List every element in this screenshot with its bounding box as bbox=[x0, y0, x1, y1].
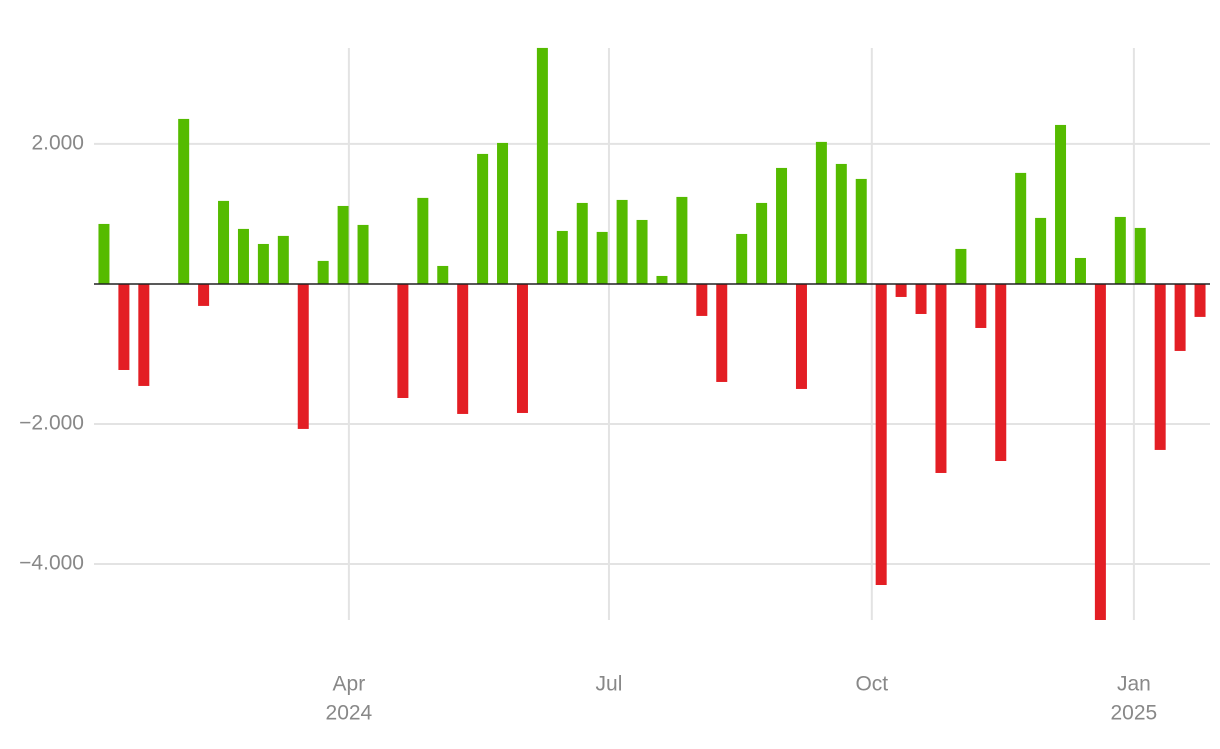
bar bbox=[855, 178, 867, 284]
bar bbox=[98, 223, 110, 284]
bar bbox=[995, 283, 1007, 462]
bar bbox=[1134, 227, 1146, 284]
bar bbox=[178, 118, 190, 284]
y-tick-label: 2.000 bbox=[31, 131, 84, 154]
x-tick-label: Jul bbox=[596, 673, 623, 696]
bar bbox=[756, 202, 768, 284]
bar bbox=[218, 200, 230, 284]
bar bbox=[915, 283, 927, 314]
bar bbox=[975, 283, 987, 328]
bar bbox=[1114, 216, 1126, 284]
x-tick-label: Jan bbox=[1117, 673, 1151, 696]
bar bbox=[1074, 257, 1086, 284]
bar bbox=[237, 228, 249, 284]
bar bbox=[616, 199, 628, 284]
x-tick-year: 2025 bbox=[1111, 702, 1158, 725]
x-tick-label: Apr bbox=[333, 673, 366, 696]
y-tick-label: −4.000 bbox=[19, 552, 84, 575]
bar bbox=[357, 224, 369, 284]
bar bbox=[1194, 283, 1206, 317]
bar bbox=[795, 283, 807, 389]
bar bbox=[1055, 124, 1067, 284]
bar bbox=[736, 233, 748, 284]
bar bbox=[596, 231, 608, 284]
bar bbox=[297, 283, 309, 429]
bar bbox=[676, 196, 688, 284]
bar bbox=[636, 219, 648, 284]
bar bbox=[935, 283, 947, 473]
bar bbox=[875, 283, 887, 585]
bar bbox=[536, 47, 548, 284]
bar bbox=[556, 230, 568, 284]
bar bbox=[457, 283, 469, 414]
bar bbox=[1174, 283, 1186, 351]
bar bbox=[656, 275, 668, 284]
bar bbox=[835, 163, 847, 284]
bar bbox=[257, 243, 269, 284]
bar bbox=[576, 202, 588, 284]
bar bbox=[516, 283, 528, 413]
bar bbox=[337, 205, 349, 284]
bar bbox=[815, 141, 827, 284]
bar bbox=[1094, 283, 1106, 620]
y-tick-label: −2.000 bbox=[19, 412, 84, 435]
bar bbox=[437, 265, 449, 284]
bar bbox=[198, 283, 210, 306]
bar bbox=[1154, 283, 1166, 450]
bar bbox=[397, 283, 409, 398]
bar bbox=[417, 197, 429, 284]
bar bbox=[317, 260, 329, 284]
x-tick-label: Oct bbox=[855, 673, 888, 696]
bar bbox=[1015, 172, 1027, 284]
bar bbox=[955, 248, 967, 284]
bar bbox=[895, 283, 907, 297]
bar bbox=[138, 283, 150, 386]
bar bbox=[696, 283, 708, 316]
bar bbox=[776, 167, 788, 284]
bar bbox=[716, 283, 728, 382]
bar bbox=[277, 235, 289, 284]
bar bbox=[497, 142, 509, 284]
bar bbox=[1035, 217, 1047, 284]
bar bbox=[118, 283, 130, 370]
x-tick-year: 2024 bbox=[326, 702, 373, 725]
bar bbox=[477, 153, 489, 284]
